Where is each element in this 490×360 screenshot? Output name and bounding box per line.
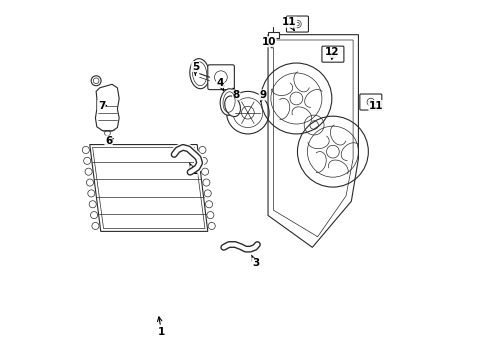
Text: 7: 7 [98, 100, 106, 111]
Text: 12: 12 [324, 48, 339, 59]
Text: 2: 2 [190, 163, 197, 176]
FancyBboxPatch shape [208, 65, 234, 90]
Text: 6: 6 [105, 136, 113, 146]
FancyBboxPatch shape [360, 94, 382, 110]
Text: 3: 3 [252, 255, 259, 268]
Ellipse shape [220, 89, 238, 115]
Text: 8: 8 [233, 88, 240, 100]
Text: 5: 5 [192, 62, 199, 75]
Text: 11: 11 [369, 100, 383, 111]
Text: 1: 1 [157, 317, 165, 337]
Text: 4: 4 [217, 77, 224, 91]
FancyBboxPatch shape [287, 16, 308, 32]
Text: 9: 9 [259, 90, 266, 102]
FancyBboxPatch shape [322, 46, 344, 62]
Text: 11: 11 [282, 17, 296, 30]
Text: 10: 10 [262, 37, 276, 48]
Ellipse shape [225, 96, 241, 117]
Bar [268, 32, 279, 38]
